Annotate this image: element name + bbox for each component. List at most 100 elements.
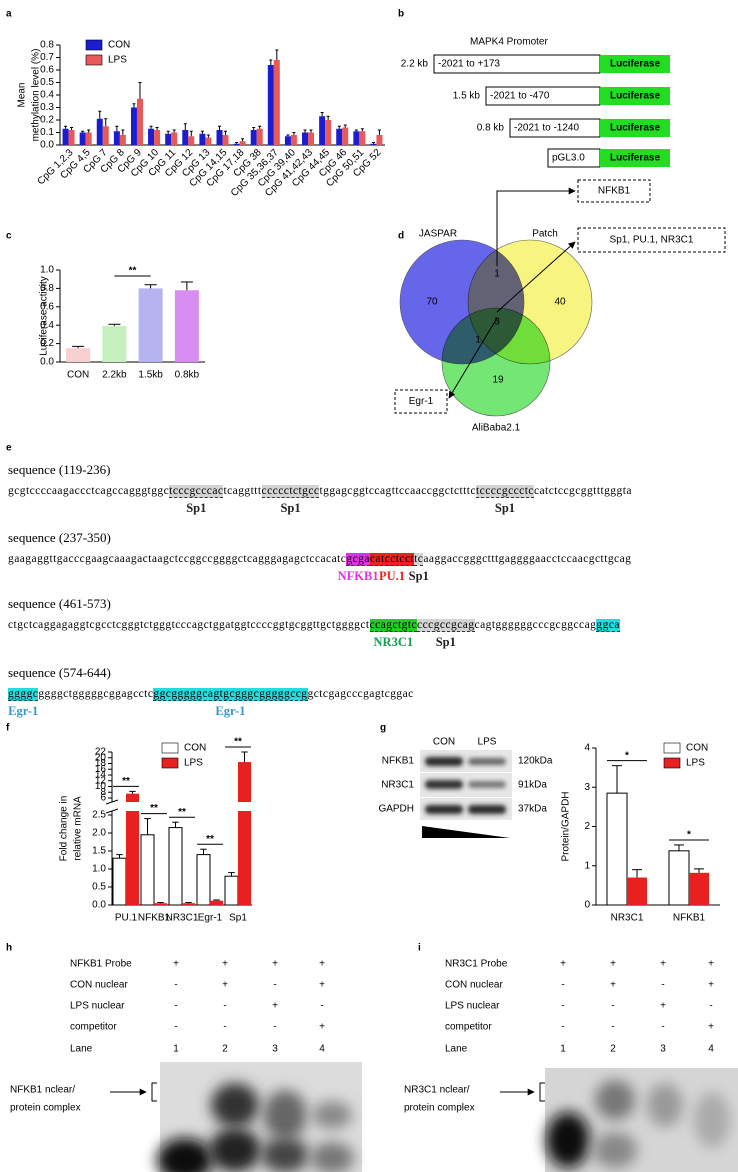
emsa-lane-value: - [661,980,664,991]
sequence-text: ggca [596,619,620,631]
significance-label: ** [150,803,158,814]
y-tick-label: 0.1 [40,127,54,138]
emsa-lane-value: - [561,980,564,991]
emsa-lane-value: + [272,959,278,970]
sequence-text: tggagcggtccagttccaaccggctctttc [319,485,477,497]
callout-label: Sp1, PU.1, NR3C1 [610,235,694,246]
x-tick-label: Egr-1 [198,913,223,924]
x-tick-label: CON [67,370,89,381]
y-axis-label: Fold change in [59,796,70,862]
size-label: 91kDa [518,780,547,791]
bar [319,116,326,145]
panel-letter: a [6,9,12,20]
legend-label: LPS [108,55,127,66]
panel-letter: g [380,723,386,734]
sequence-text: tccccgccctc [476,485,534,497]
y-tick-label: 16 [95,764,107,775]
blot-band [425,757,463,766]
emsa-lane-value: + [319,980,325,991]
complex-bracket [151,1082,157,1102]
bar [96,118,103,145]
sequence-text: aaggaccgggctttgaggggaacctccaacgcttgcag [423,553,632,565]
bar [290,135,297,145]
bar [112,857,127,906]
venn-count: 3 [494,317,500,328]
bar [233,143,240,145]
y-axis-label: Mean [17,82,28,107]
panel-letter: h [6,943,12,954]
bar [216,130,223,145]
emsa-lane-value: + [222,959,228,970]
callout-arrow [448,317,498,399]
emsa-row-label: Lane [70,1044,93,1055]
x-tick-label: 2.2kb [102,370,127,381]
venn-set [441,307,551,417]
legend-swatch [161,742,179,754]
y-tick-label: 0.6 [40,301,54,312]
promoter-title: MAPK4 Promoter [470,37,548,48]
bar [308,132,315,145]
bar [154,130,161,145]
site-label: Egr-1 [8,704,39,718]
emsa-lane-value: + [319,1022,325,1033]
y-tick-label: 20 [95,752,107,763]
bar [62,128,69,145]
bar [689,872,709,905]
emsa-row-label: CON nuclear [445,980,503,991]
construct-range: -2021 to +173 [438,59,500,70]
gel-band [261,1137,309,1172]
emsa-lane-value: - [223,1022,226,1033]
bar [196,854,211,906]
gel-band [157,1138,213,1172]
bar [113,131,120,145]
bar [210,900,223,905]
emsa-lane-value: - [661,1022,664,1033]
bar [205,137,212,145]
legend-label: LPS [184,758,203,769]
bar [376,135,383,145]
emsa-lane-value: - [611,1022,614,1033]
complex-label: NFKB1 nclear/ [10,1085,75,1096]
bar [250,130,257,145]
bar [79,132,86,145]
sequence-text: gcgtccccaagaccctcagccagggtggc [8,485,170,497]
sequence-text: ggggctgggggcggagcctc [38,688,154,700]
x-tick-label: NFKB1 [138,913,171,924]
legend-label: CON [184,743,206,754]
y-tick-label: 3 [584,782,590,793]
sequence-text: ggcgggggcagtgcgggcgggggccg [153,688,308,700]
bar [126,793,139,905]
emsa-lane-value: - [709,1001,712,1012]
bar [325,120,332,145]
reporter-label: Luciferase [610,91,660,102]
construct-range: -2021 to -470 [490,91,550,102]
binding-site: catcctcct PU.1 [369,553,415,583]
x-tick-label: Sp1 [229,913,247,924]
sequence-line: ctgctcaggagaggtcgcctcgggtctgggtcccagctgg… [8,619,620,649]
y-tick-label: 1.0 [92,864,106,875]
emsa-lane-value: + [708,980,714,991]
sequence-text: gcga [346,553,370,565]
bar [130,107,137,145]
blot-band [468,781,506,788]
reporter-label: Luciferase [610,153,660,164]
site-label: Sp1 [408,569,429,583]
sequence-title: sequence (119-236) [8,462,111,477]
y-tick-label: 0.0 [40,140,54,151]
legend-swatch [85,54,103,66]
bar [140,834,155,906]
bar [199,133,206,145]
bar [336,128,343,145]
sequence-text: cagtggggggcccgcggccag [474,619,597,631]
sequence-text: cccgccgcag [417,619,475,631]
panel-letter: d [398,231,404,242]
emsa-lane-value: - [561,1001,564,1012]
venn-count: 70 [426,297,438,308]
legend-label: LPS [686,758,705,769]
site-label: Sp1 [435,635,456,649]
venn-set-label: JASPAR [419,229,457,240]
y-axis-label: relative mRNA [73,796,84,861]
site-label: Egr-1 [215,704,246,718]
blot-band [425,805,463,814]
y-axis-label: Luciferase activity [39,276,50,355]
